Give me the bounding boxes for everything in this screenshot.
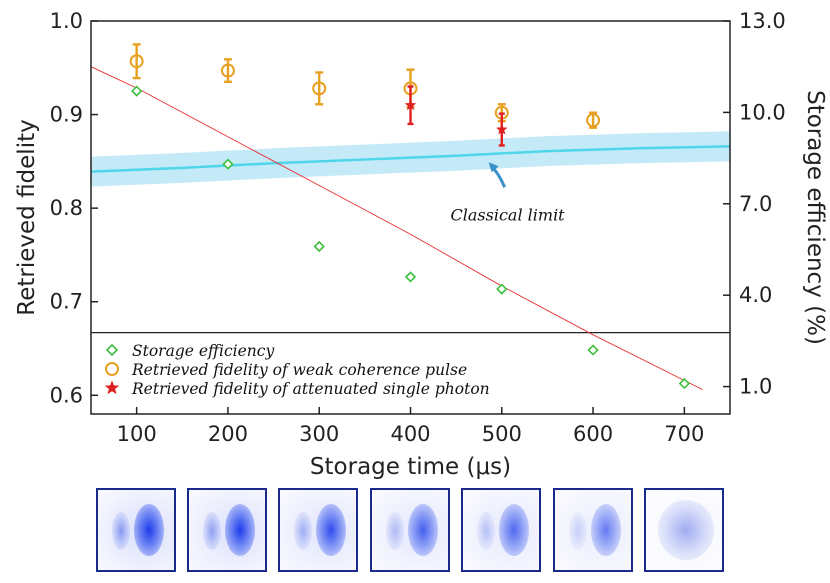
- y-right-tick-label: 10.0: [739, 100, 786, 124]
- x-tick-label: 500: [482, 422, 522, 446]
- legend-marker-2: [104, 380, 120, 395]
- thumbnail-500: [461, 488, 541, 572]
- series-2-point: [495, 123, 508, 135]
- classical-limit-band-area: [91, 131, 730, 187]
- legend-marker-0: [105, 343, 119, 357]
- efficiency-fit-curve: [91, 66, 703, 391]
- x-tick-label: 400: [390, 422, 430, 446]
- series-0-point: [222, 158, 234, 170]
- y-right-tick-label: 13.0: [739, 9, 786, 33]
- efficiency-fit-line: [91, 66, 703, 391]
- series-1-point: [586, 113, 601, 128]
- thumbnail-600: [553, 488, 633, 572]
- series-2-point: [404, 98, 417, 111]
- y-right-axis-label: Storage efficiency (%): [802, 90, 828, 345]
- series-1-point: [312, 81, 327, 96]
- classical-limit-annotation: Classical limit: [451, 162, 566, 225]
- thumbnail-700: [644, 488, 724, 572]
- y-left-tick-label: 0.7: [50, 290, 83, 314]
- y-right-tick-label: 1.0: [739, 375, 772, 399]
- y-left-tick-label: 0.6: [50, 383, 83, 407]
- thumbnail-200: [187, 488, 267, 572]
- annotation-arrowhead: [488, 162, 499, 173]
- series-0-point: [587, 344, 599, 356]
- legend-marker-1: [105, 362, 119, 376]
- classical-limit-line: [91, 145, 730, 173]
- x-tick-label: 600: [573, 422, 613, 446]
- classical-limit-band: [91, 131, 730, 187]
- series-0-point: [131, 85, 143, 97]
- x-tick-label: 300: [299, 422, 339, 446]
- legend-label-1: Retrieved fidelity of weak coherence pul…: [131, 361, 467, 379]
- classical-limit-curve: [91, 145, 730, 173]
- x-axis-label: Storage time (μs): [310, 454, 511, 480]
- x-tick-label: 100: [117, 422, 157, 446]
- x-tick-label: 200: [208, 422, 248, 446]
- chart: Classical limit 100 200 300 400 500 600 700 1.0…: [14, 9, 828, 480]
- x-tick-label: 700: [664, 422, 704, 446]
- thumbnail-300: [278, 488, 358, 572]
- y-left-tick-label: 0.8: [50, 196, 83, 220]
- data-points: [129, 43, 690, 390]
- thumbnail-400: [370, 488, 450, 572]
- legend-label-0: Storage efficiency: [132, 342, 274, 360]
- legend-label-2: Retrieved fidelity of attenuated single …: [131, 380, 490, 398]
- series-0-point: [678, 377, 690, 390]
- y-left-axis-label: Retrieved fidelity: [14, 119, 40, 315]
- axes: 100 200 300 400 500 600 700 1.0 0.9 0.8 0.7 0.6 13.0…: [14, 9, 828, 480]
- y-right-tick-label: 4.0: [739, 283, 772, 307]
- y-left-tick-label: 1.0: [50, 9, 83, 33]
- thumbnail-100: [96, 488, 176, 572]
- annotation-text: Classical limit: [451, 206, 566, 225]
- y-right-tick-label: 7.0: [739, 192, 772, 216]
- series-0-point: [313, 240, 325, 253]
- series-1-point: [220, 63, 235, 78]
- series-0-point: [404, 271, 417, 283]
- series-0-point: [496, 283, 508, 295]
- y-left-tick-label: 0.9: [50, 103, 83, 127]
- series-1-point: [129, 54, 144, 69]
